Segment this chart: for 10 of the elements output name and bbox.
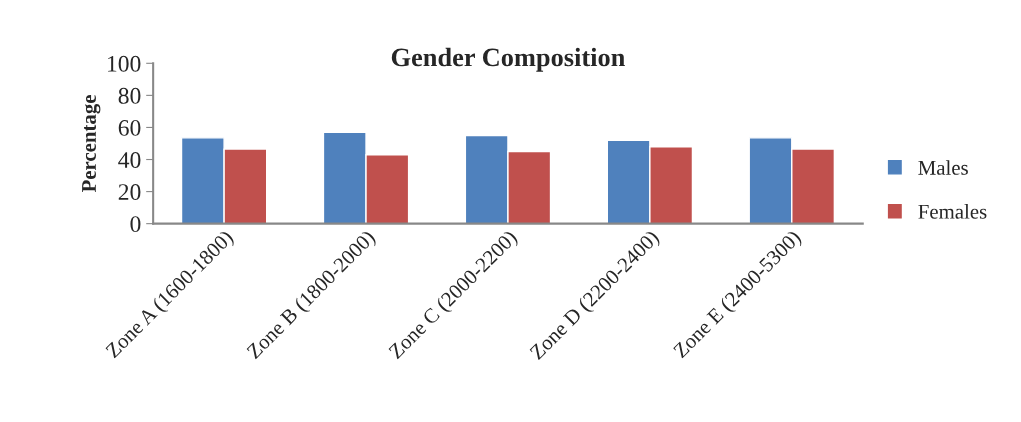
y-tick-label: 20 [118,184,141,201]
chart-title: Gender Composition [391,47,625,72]
legend-label: Males [918,160,968,175]
y-tick-label: 80 [118,87,141,104]
y-axis-title: Percentage [82,95,101,193]
y-tick-label: 60 [118,119,141,136]
legend-label: Females [918,204,987,219]
y-tick-label: 40 [118,152,141,168]
y-tick-label: 100 [108,55,141,72]
y-tick-label: 0 [130,216,141,233]
